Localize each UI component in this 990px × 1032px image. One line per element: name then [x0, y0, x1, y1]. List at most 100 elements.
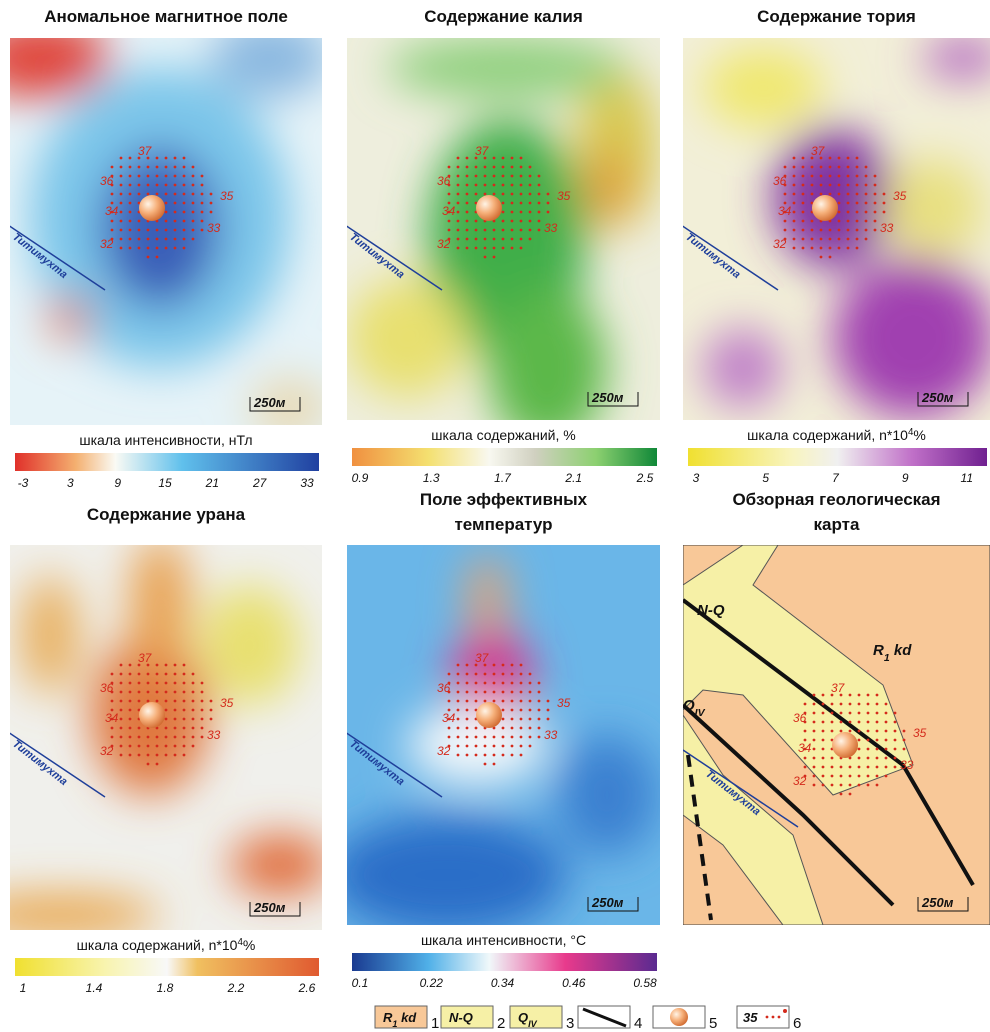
- survey-point: [465, 717, 469, 721]
- survey-point: [492, 237, 496, 241]
- point-label: 36: [773, 174, 787, 188]
- survey-point: [866, 693, 870, 697]
- scale-bar-label: 250м: [921, 390, 954, 405]
- river: [683, 225, 779, 291]
- survey-point: [173, 681, 177, 685]
- scale-tick: 11: [961, 471, 973, 485]
- survey-point: [873, 219, 877, 223]
- survey-point: [828, 246, 832, 250]
- scale-bar-label: 250м: [921, 895, 954, 910]
- survey-point: [510, 219, 514, 223]
- survey-point: [519, 735, 523, 739]
- survey-point: [882, 192, 886, 196]
- survey-point: [866, 702, 870, 706]
- survey-point: [792, 219, 796, 223]
- survey-point: [519, 237, 523, 241]
- survey-point: [110, 735, 114, 739]
- survey-point: [465, 246, 469, 250]
- survey-point: [837, 174, 841, 178]
- survey-point: [191, 681, 195, 685]
- survey-point: [191, 237, 195, 241]
- survey-point: [821, 729, 825, 733]
- survey-point: [821, 765, 825, 769]
- survey-point: [182, 726, 186, 730]
- survey-point: [519, 681, 523, 685]
- scale-tick: 0.1: [352, 976, 369, 990]
- survey-point: [110, 183, 114, 187]
- legend-box: [374, 1005, 428, 1029]
- survey-point: [501, 228, 505, 232]
- survey-point: [884, 756, 888, 760]
- unit-label: R1 kd: [873, 642, 912, 664]
- survey-point: [474, 201, 478, 205]
- survey-point: [456, 672, 460, 676]
- scale-tick: 0.22: [420, 976, 444, 990]
- river: [10, 225, 106, 291]
- field-blob: [10, 38, 110, 98]
- survey-point: [837, 237, 841, 241]
- survey-point: [783, 201, 787, 205]
- field-blob: [703, 328, 783, 408]
- survey-point: [182, 663, 186, 667]
- survey-point: [492, 690, 496, 694]
- survey-point: [884, 774, 888, 778]
- point-label: 32: [100, 237, 114, 251]
- survey-point: [792, 165, 796, 169]
- survey-point: [528, 735, 532, 739]
- survey-point: [119, 726, 123, 730]
- field-blob: [100, 148, 220, 308]
- survey-point: [837, 192, 841, 196]
- survey-point: [182, 690, 186, 694]
- survey-point: [864, 237, 868, 241]
- survey-point: [855, 237, 859, 241]
- survey-point: [209, 699, 213, 703]
- survey-point: [164, 726, 168, 730]
- survey-point: [182, 672, 186, 676]
- survey-point: [164, 246, 168, 250]
- survey-point: [839, 765, 843, 769]
- survey-point: [447, 708, 451, 712]
- survey-point: [110, 210, 114, 214]
- survey-point: [209, 708, 213, 712]
- survey-point: [884, 747, 888, 751]
- deposit: [139, 195, 165, 221]
- survey-point: [173, 690, 177, 694]
- survey-point: [447, 699, 451, 703]
- point-label: 37: [138, 651, 153, 665]
- survey-point: [474, 726, 478, 730]
- survey-point: [128, 663, 132, 667]
- survey-point: [146, 174, 150, 178]
- survey-point: [465, 210, 469, 214]
- survey-point: [866, 765, 870, 769]
- survey-point: [501, 717, 505, 721]
- survey-point: [893, 765, 897, 769]
- survey-point: [155, 246, 159, 250]
- survey-point: [537, 708, 541, 712]
- survey-point: [801, 192, 805, 196]
- survey-point: [519, 753, 523, 757]
- survey-point: [855, 165, 859, 169]
- field-blob: [250, 378, 322, 425]
- unit-label: QIV: [683, 697, 706, 719]
- survey-point: [200, 210, 204, 214]
- survey-point: [875, 774, 879, 778]
- survey-point: [801, 246, 805, 250]
- survey-point: [893, 747, 897, 751]
- survey-point: [146, 690, 150, 694]
- survey-point: [191, 183, 195, 187]
- legend-number: 6: [793, 1015, 801, 1032]
- survey-point: [830, 738, 834, 742]
- survey-point: [447, 744, 451, 748]
- field-blob: [487, 288, 607, 420]
- river: [683, 749, 799, 828]
- scale-tick: 0.34: [491, 976, 515, 990]
- survey-point: [146, 735, 150, 739]
- field-blob: [10, 895, 160, 930]
- survey-point: [792, 210, 796, 214]
- survey-point: [474, 183, 478, 187]
- survey-point: [866, 729, 870, 733]
- scale-tick: 5: [762, 471, 769, 485]
